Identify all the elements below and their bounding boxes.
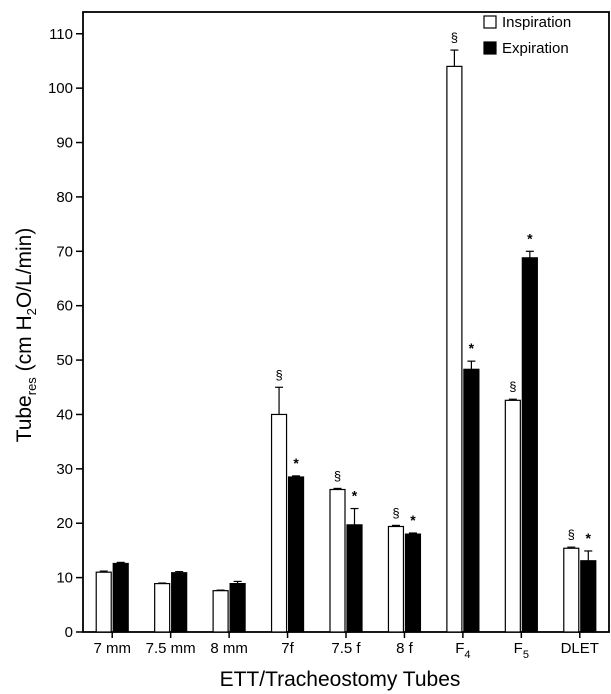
y-axis-title-subscript: res xyxy=(24,377,39,396)
x-tick-label: 7.5 f xyxy=(331,640,361,657)
significance-marker-inspiration: § xyxy=(392,505,399,520)
y-tick-label: 100 xyxy=(48,80,73,97)
bars-layer: § * § * § * § * § * § * xyxy=(95,30,597,633)
bar-expiration xyxy=(580,560,597,633)
y-tick-label: 60 xyxy=(56,298,73,315)
significance-marker-inspiration: § xyxy=(568,527,575,542)
y-tick-label: 70 xyxy=(56,243,73,260)
x-tick-label-subscript: 4 xyxy=(464,649,470,661)
y-axis: 0 10 20 30 40 50 60 70 80 90 100 110 xyxy=(48,26,83,641)
significance-marker-inspiration: § xyxy=(275,367,282,382)
significance-marker-expiration: * xyxy=(586,530,592,546)
legend-label-expiration: Expiration xyxy=(502,40,569,57)
bar-inspiration xyxy=(95,571,112,633)
legend-swatch-expiration xyxy=(483,41,497,55)
x-tick-label-subscript: 5 xyxy=(523,649,529,661)
y-tick-label: 80 xyxy=(56,189,73,206)
y-tick-label: 0 xyxy=(65,624,73,641)
significance-marker-inspiration: § xyxy=(509,379,516,394)
bar-expiration xyxy=(287,476,305,633)
y-tick-label: 90 xyxy=(56,135,73,152)
significance-marker-expiration: * xyxy=(469,340,475,356)
bar-inspiration xyxy=(212,590,229,633)
bar-expiration xyxy=(404,533,422,633)
bar-inspiration xyxy=(154,582,171,633)
y-axis-title-unit-a: (cm H xyxy=(13,315,36,377)
legend: Inspiration Expiration xyxy=(483,14,571,57)
bar-expiration xyxy=(171,572,188,633)
y-axis-title-unit-b: O/L/min) xyxy=(13,228,36,309)
x-tick-label: F5 xyxy=(514,640,529,661)
y-tick-label: 20 xyxy=(56,515,73,532)
bar-inspiration xyxy=(504,399,521,633)
x-tick-label: 7.5 mm xyxy=(146,640,196,657)
bar-inspiration xyxy=(446,65,463,633)
y-tick-label: 50 xyxy=(56,352,73,369)
y-tick-label: 40 xyxy=(56,406,73,423)
bar-inspiration xyxy=(563,547,580,633)
bar-expiration xyxy=(346,524,363,633)
bar-inspiration xyxy=(387,525,405,633)
y-tick-label: 110 xyxy=(49,26,73,43)
bar-inspiration xyxy=(270,413,288,633)
legend-swatch-inspiration xyxy=(483,15,497,29)
significance-marker-expiration: * xyxy=(410,512,416,528)
y-tick-label: 30 xyxy=(56,461,73,478)
x-tick-label: 7 mm xyxy=(93,640,131,657)
bar-expiration xyxy=(463,368,480,633)
significance-marker-expiration: * xyxy=(293,455,299,471)
x-tick-label: 7f xyxy=(281,640,294,657)
x-tick-label-base: F xyxy=(455,640,464,657)
significance-marker-inspiration: § xyxy=(451,30,458,45)
y-tick-label: 10 xyxy=(56,570,73,587)
x-tick-label: 8 f xyxy=(396,640,414,657)
bar-inspiration xyxy=(329,488,346,633)
y-axis-title-subscript-2: 2 xyxy=(24,308,39,315)
legend-label-inspiration: Inspiration xyxy=(502,14,571,31)
bar-expiration xyxy=(521,257,538,633)
significance-marker-inspiration: § xyxy=(334,468,341,483)
bar-expiration xyxy=(229,582,246,633)
x-tick-label: F4 xyxy=(455,640,470,661)
x-tick-label-base: F xyxy=(514,640,523,657)
significance-marker-expiration: * xyxy=(527,230,533,246)
significance-marker-expiration: * xyxy=(352,488,358,504)
x-axis-title: ETT/Tracheostomy Tubes xyxy=(220,668,461,691)
x-tick-label: 8 mm xyxy=(210,640,248,657)
y-axis-title: Tuberes (cm H2O/L/min) xyxy=(13,228,39,443)
x-tick-label: DLET xyxy=(561,640,599,657)
bar-expiration xyxy=(112,562,129,633)
y-axis-title-base: Tube xyxy=(13,395,36,442)
